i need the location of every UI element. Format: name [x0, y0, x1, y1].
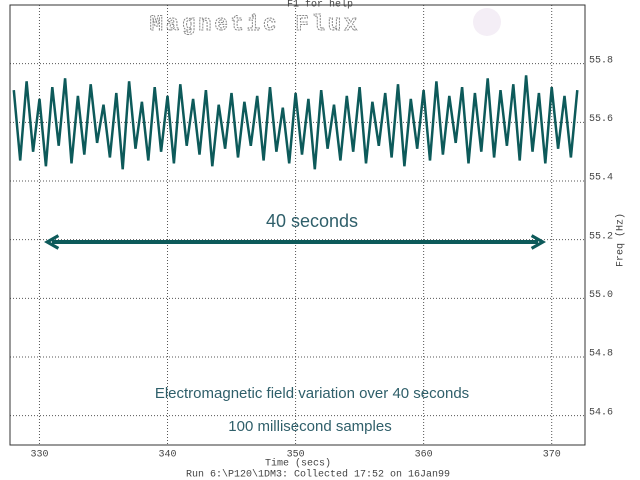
y-tick-label: 55.0: [589, 290, 613, 301]
plot-frame: [9, 4, 586, 446]
annotation: 100 millisecond samples: [228, 418, 391, 435]
blur-spot: [473, 8, 501, 36]
grid: [10, 5, 585, 445]
y-tick-label: 54.6: [589, 407, 613, 418]
x-axis-label: Time (secs): [265, 458, 331, 470]
annotation: 40 seconds: [266, 211, 358, 231]
chart-title: Magnetic Flux: [150, 12, 361, 37]
y-tick-label: 55.6: [589, 114, 613, 125]
y-tick-label: 55.8: [589, 55, 613, 66]
x-tick-label: 370: [543, 450, 561, 461]
x-tick-label: 330: [30, 450, 48, 461]
signal-line: [12, 75, 579, 170]
footer: Run 6:\P120\1DM3: Collected 17:52 on 16J…: [186, 469, 450, 480]
y-tick-label: 55.2: [589, 231, 613, 242]
x-tick-label: 360: [415, 450, 433, 461]
x-tick-label: 350: [287, 450, 305, 461]
x-tick-label: 340: [159, 450, 177, 461]
y-tick-label: 55.4: [589, 173, 613, 184]
y-tick-label: 54.8: [589, 349, 613, 360]
help-text: F1 for help: [287, 0, 353, 11]
y-axis-label: Freq (Hz): [615, 213, 627, 267]
annotation: Electromagnetic field variation over 40 …: [155, 385, 469, 402]
